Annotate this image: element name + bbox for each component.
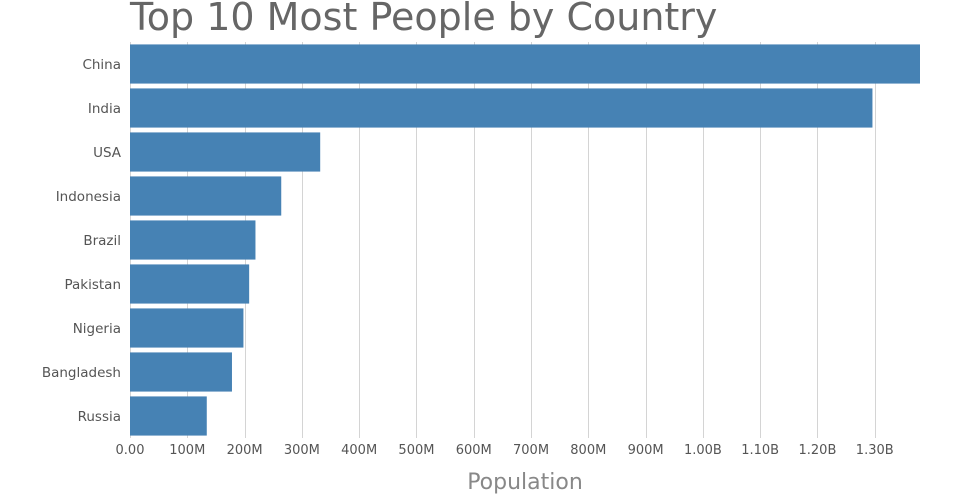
bar-indonesia <box>130 176 282 216</box>
bar-russia <box>130 396 207 436</box>
x-axis-title: Population <box>467 470 583 495</box>
category-labels: China India USA Indonesia Brazil Pakistan Nige… <box>42 57 122 425</box>
bar-usa <box>130 132 321 172</box>
x-tick-label-4: 400M <box>341 443 377 458</box>
x-tick-label-6: 600M <box>456 443 492 458</box>
x-tick-label-12: 1.20B <box>799 443 837 458</box>
category-label-india: India <box>88 101 121 117</box>
chart-title: Top 10 Most People by Country <box>129 0 717 39</box>
x-tick-label-13: 1.30B <box>856 443 894 458</box>
category-label-indonesia: Indonesia <box>56 189 121 205</box>
category-label-russia: Russia <box>78 409 121 425</box>
bar-nigeria <box>130 308 244 348</box>
x-tick-label-11: 1.10B <box>741 443 779 458</box>
bars <box>130 44 920 436</box>
category-label-bangladesh: Bangladesh <box>42 365 121 381</box>
bar-pakistan <box>130 264 250 304</box>
bar-bangladesh <box>130 352 232 392</box>
x-tick-label-7: 700M <box>513 443 549 458</box>
category-label-nigeria: Nigeria <box>73 321 121 337</box>
x-tick-label-5: 500M <box>398 443 434 458</box>
bar-brazil <box>130 220 256 260</box>
x-tick-label-0: 0.00 <box>116 443 145 458</box>
x-tick-label-9: 900M <box>628 443 664 458</box>
x-tick-label-2: 200M <box>227 443 263 458</box>
category-label-pakistan: Pakistan <box>64 277 121 293</box>
x-tick-labels: 0.00 100M 200M 300M 400M 500M 600M 700M 800M 900M… <box>116 443 894 458</box>
category-label-china: China <box>82 57 121 73</box>
bar-india <box>130 88 873 128</box>
x-tick-label-10: 1.00B <box>684 443 722 458</box>
x-tick-label-3: 300M <box>284 443 320 458</box>
x-tick-label-8: 800M <box>570 443 606 458</box>
bar-china <box>130 44 920 84</box>
category-label-brazil: Brazil <box>83 233 121 249</box>
x-tick-label-1: 100M <box>169 443 205 458</box>
category-label-usa: USA <box>93 145 122 161</box>
